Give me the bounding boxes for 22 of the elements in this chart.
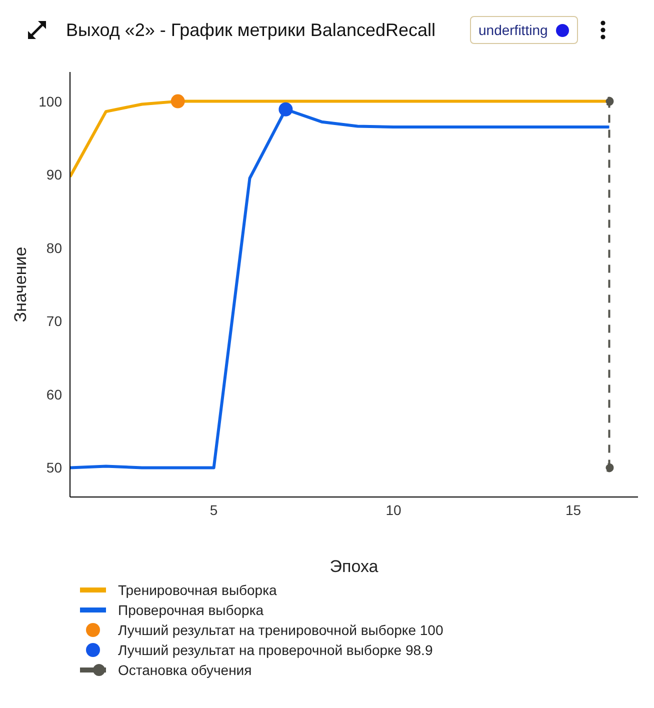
point <box>170 94 185 108</box>
point <box>604 463 614 472</box>
y-tick-label: 100 <box>38 93 62 110</box>
y-tick-label: 50 <box>46 460 62 476</box>
x-tick-label: 15 <box>566 502 582 518</box>
y-tick-label: 90 <box>46 166 62 183</box>
x-tick-label: 5 <box>210 502 218 518</box>
legend-label: Лучший результат на тренировочной выборке 100 <box>118 622 444 638</box>
y-tick-label: 60 <box>46 386 62 402</box>
legend-label: Остановка обучения <box>118 662 252 678</box>
x-tick-label: 10 <box>386 502 402 518</box>
legend-label: Проверочная выборка <box>118 602 264 618</box>
point <box>278 102 293 116</box>
x-axis-title: Эпоха <box>330 557 379 576</box>
y-tick-label: 70 <box>46 313 62 330</box>
y-tick-label: 80 <box>46 240 62 256</box>
text: underfitting <box>478 22 548 38</box>
y-axis-title: Значение <box>11 246 30 322</box>
chart-title: Выход «2» - График метрики BalancedRecall <box>66 20 436 40</box>
legend-label: Тренировочная выборка <box>118 582 277 598</box>
legend-label: Лучший результат на проверочной выборке 98.9 <box>118 642 433 658</box>
point <box>604 96 614 106</box>
